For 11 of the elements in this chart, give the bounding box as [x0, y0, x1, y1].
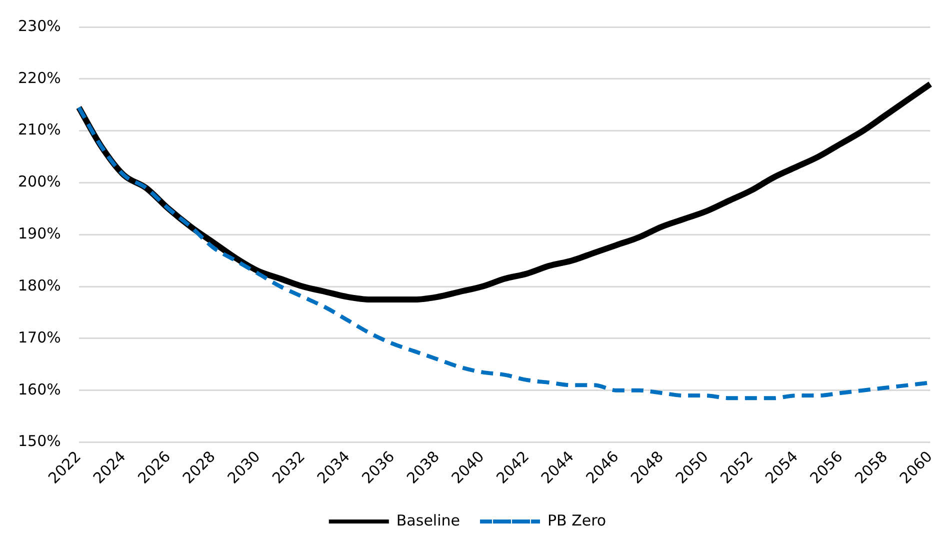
- y-tick-label: 180%: [18, 276, 61, 294]
- y-tick-label: 230%: [18, 16, 61, 35]
- y-tick-label: 150%: [18, 432, 61, 450]
- y-tick-label: 170%: [18, 328, 61, 346]
- y-tick-label: 200%: [18, 172, 61, 191]
- legend-label: PB Zero: [547, 511, 606, 530]
- legend-label: Baseline: [396, 511, 460, 530]
- y-tick-label: 220%: [18, 68, 61, 87]
- y-tick-label: 160%: [18, 380, 61, 398]
- y-tick-label: 190%: [18, 224, 61, 243]
- y-tick-label: 210%: [18, 120, 61, 139]
